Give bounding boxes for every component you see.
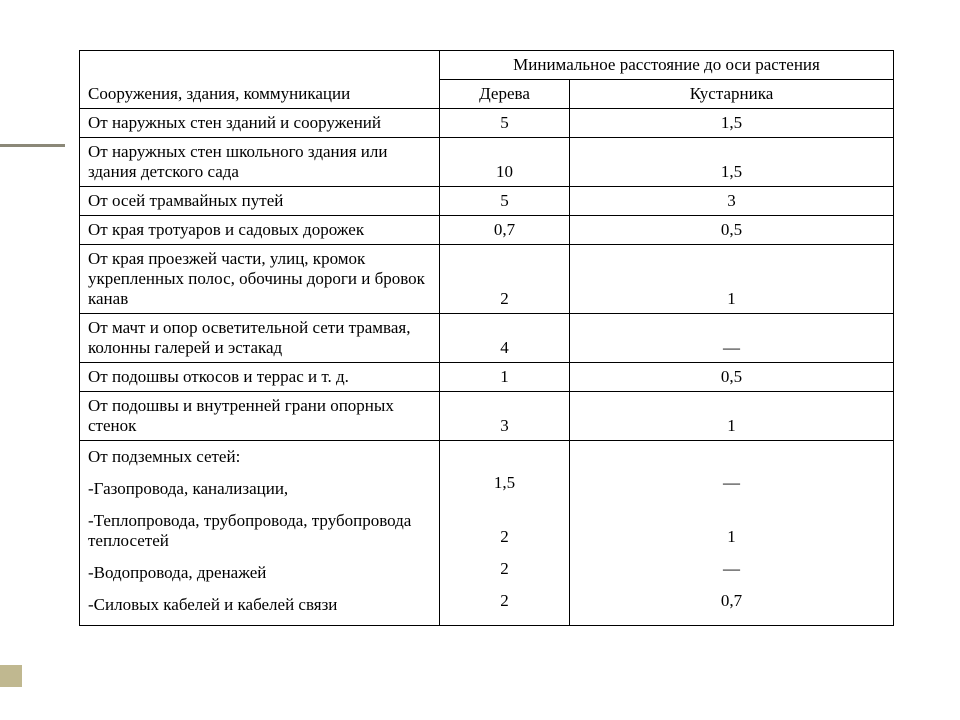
multi-v1: 1,5 2 2 2 xyxy=(440,441,570,626)
table-row: От края проезжей части, улиц, кромок укр… xyxy=(80,245,894,314)
table-row: От наружных стен школьного здания или зд… xyxy=(80,138,894,187)
row-v1: 4 xyxy=(440,314,570,363)
row-v2: 1 xyxy=(570,245,894,314)
row-label: От наружных стен школьного здания или зд… xyxy=(80,138,440,187)
multi-v2: — 1 — 0,7 xyxy=(570,441,894,626)
table-row: От края тротуаров и садовых дорожек 0,7 … xyxy=(80,216,894,245)
row-label: От осей трамвайных путей xyxy=(80,187,440,216)
multi-item-v2: — xyxy=(578,553,885,585)
row-v1: 5 xyxy=(440,187,570,216)
table-row: От подошвы откосов и террас и т. д. 1 0,… xyxy=(80,363,894,392)
row-v2: 1 xyxy=(570,392,894,441)
row-label: От подошвы и внутренней грани опорных ст… xyxy=(80,392,440,441)
row-v1: 2 xyxy=(440,245,570,314)
header-structures: Сооружения, здания, коммуникации xyxy=(80,51,440,109)
header-tree: Дерева xyxy=(440,80,570,109)
row-v2: 0,5 xyxy=(570,216,894,245)
accent-square xyxy=(0,665,22,687)
row-label: От подошвы откосов и террас и т. д. xyxy=(80,363,440,392)
row-v1: 10 xyxy=(440,138,570,187)
row-v2: — xyxy=(570,314,894,363)
multi-item-v1: 2 xyxy=(448,553,561,585)
table-row: От мачт и опор осветительной сети трамва… xyxy=(80,314,894,363)
distance-table: Сооружения, здания, коммуникации Минимал… xyxy=(79,50,894,626)
table-row-multi: От подземных сетей: -Газопровода, канали… xyxy=(80,441,894,626)
multi-item-v1: 2 xyxy=(448,499,561,553)
table-header-row: Сооружения, здания, коммуникации Минимал… xyxy=(80,51,894,80)
row-v2: 3 xyxy=(570,187,894,216)
multi-item-label: -Водопровода, дренажей xyxy=(88,557,431,589)
row-label: От наружных стен зданий и сооружений xyxy=(80,109,440,138)
header-shrub: Кустарника xyxy=(570,80,894,109)
row-v2: 1,5 xyxy=(570,138,894,187)
multi-item-v1: 2 xyxy=(448,585,561,617)
table-row: От подошвы и внутренней грани опорных ст… xyxy=(80,392,894,441)
row-v1: 5 xyxy=(440,109,570,138)
row-label: От мачт и опор осветительной сети трамва… xyxy=(80,314,440,363)
multi-heading: От подземных сетей: xyxy=(88,445,431,473)
row-v2: 0,5 xyxy=(570,363,894,392)
row-label: От края проезжей части, улиц, кромок укр… xyxy=(80,245,440,314)
multi-item-v1: 1,5 xyxy=(448,467,561,499)
row-label: От края тротуаров и садовых дорожек xyxy=(80,216,440,245)
row-v1: 1 xyxy=(440,363,570,392)
multi-item-v2: 1 xyxy=(578,499,885,553)
multi-item-v2: — xyxy=(578,467,885,499)
multi-labels: От подземных сетей: -Газопровода, канали… xyxy=(80,441,440,626)
row-v2: 1,5 xyxy=(570,109,894,138)
header-span: Минимальное расстояние до оси растения xyxy=(440,51,894,80)
multi-item-label: -Теплопровода, трубопровода, трубопровод… xyxy=(88,505,431,557)
accent-bar xyxy=(0,144,65,147)
multi-item-v2: 0,7 xyxy=(578,585,885,617)
multi-item-label: -Силовых кабелей и кабелей связи xyxy=(88,589,431,621)
table-row: От наружных стен зданий и сооружений 5 1… xyxy=(80,109,894,138)
table-row: От осей трамвайных путей 5 3 xyxy=(80,187,894,216)
row-v1: 0,7 xyxy=(440,216,570,245)
multi-item-label: -Газопровода, канализации, xyxy=(88,473,431,505)
row-v1: 3 xyxy=(440,392,570,441)
